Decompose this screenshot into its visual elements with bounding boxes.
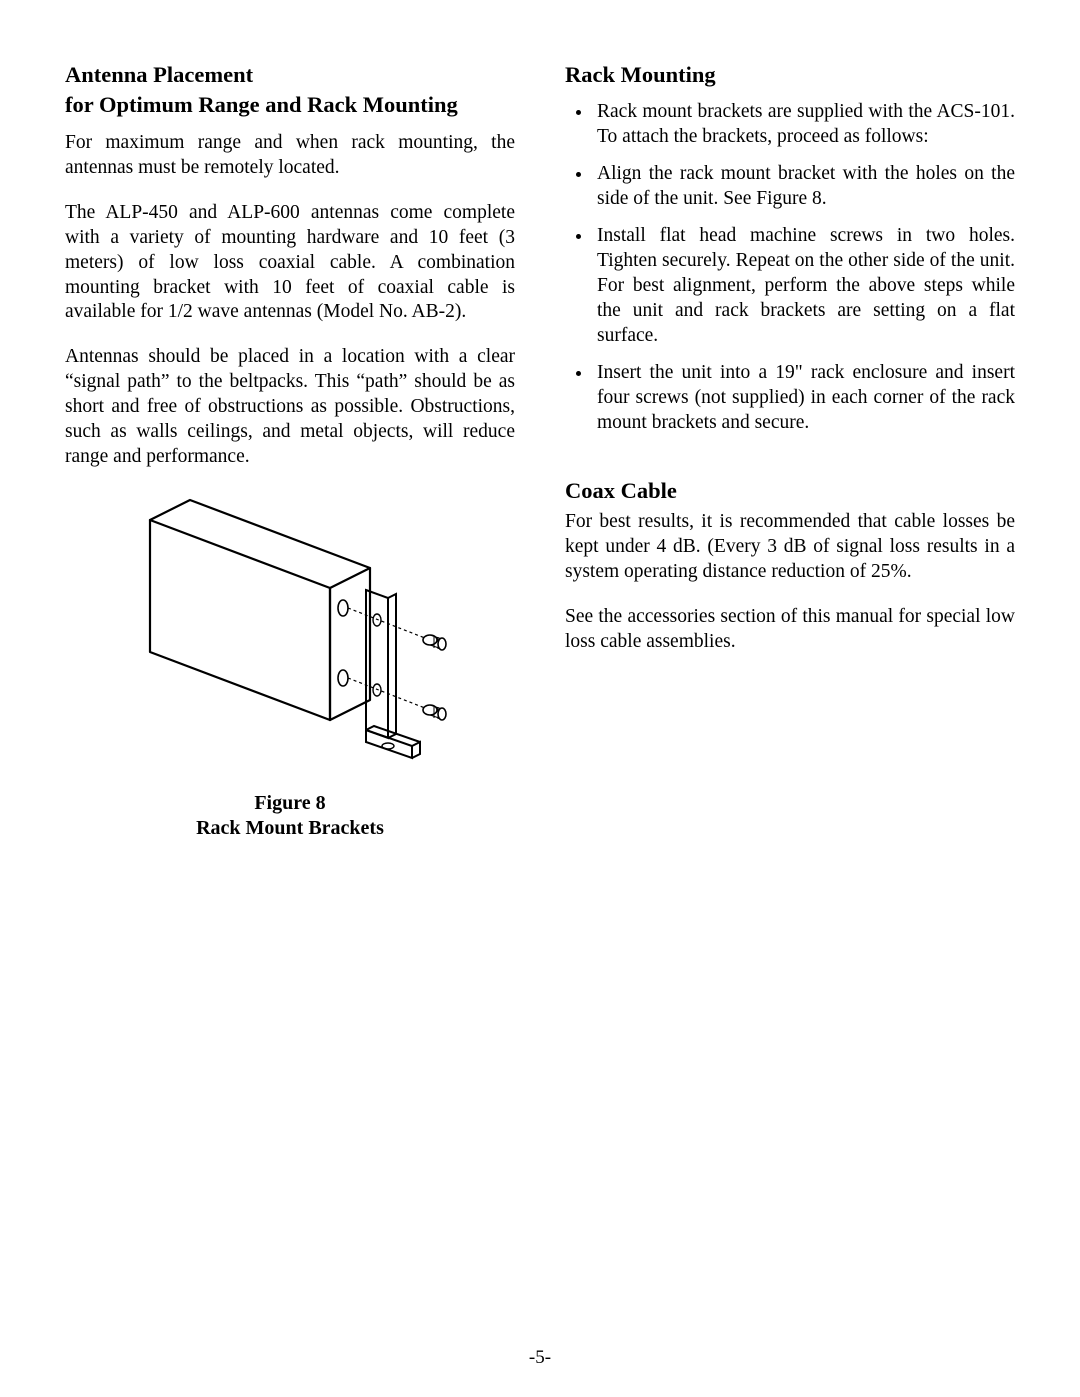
rack-bracket-svg	[130, 490, 450, 780]
left-column: Antenna Placement for Optimum Range and …	[65, 60, 515, 841]
coax-para-1: For best results, it is recommended that…	[565, 510, 1015, 585]
rack-item: Rack mount brackets are supplied with th…	[593, 100, 1015, 150]
section-gap	[565, 448, 1015, 476]
heading-line-1: Antenna Placement	[65, 62, 253, 87]
rack-item: Align the rack mount bracket with the ho…	[593, 162, 1015, 212]
rack-item: Insert the unit into a 19" rack enclosur…	[593, 361, 1015, 436]
figure-caption: Figure 8 Rack Mount Brackets	[65, 791, 515, 841]
antenna-para-3: Antennas should be placed in a location …	[65, 345, 515, 470]
rack-mounting-list: Rack mount brackets are supplied with th…	[565, 100, 1015, 435]
figure-8: Figure 8 Rack Mount Brackets	[65, 490, 515, 841]
coax-cable-heading: Coax Cable	[565, 476, 1015, 506]
antenna-placement-heading: Antenna Placement for Optimum Range and …	[65, 60, 515, 121]
rack-bracket-diagram	[130, 490, 450, 785]
antenna-para-1: For maximum range and when rack mounting…	[65, 131, 515, 181]
content-columns: Antenna Placement for Optimum Range and …	[65, 60, 1015, 841]
heading-line-2: for Optimum Range and Rack Mounting	[65, 92, 458, 117]
coax-para-2: See the accessories section of this manu…	[565, 605, 1015, 655]
rack-item: Install flat head machine screws in two …	[593, 224, 1015, 349]
antenna-para-2: The ALP-450 and ALP-600 antennas come co…	[65, 201, 515, 326]
page: Antenna Placement for Optimum Range and …	[0, 0, 1080, 1397]
right-column: Rack Mounting Rack mount brackets are su…	[565, 60, 1015, 841]
figure-title: Rack Mount Brackets	[196, 817, 384, 839]
page-number: -5-	[0, 1347, 1080, 1369]
rack-mounting-heading: Rack Mounting	[565, 60, 1015, 90]
figure-number: Figure 8	[254, 792, 325, 814]
